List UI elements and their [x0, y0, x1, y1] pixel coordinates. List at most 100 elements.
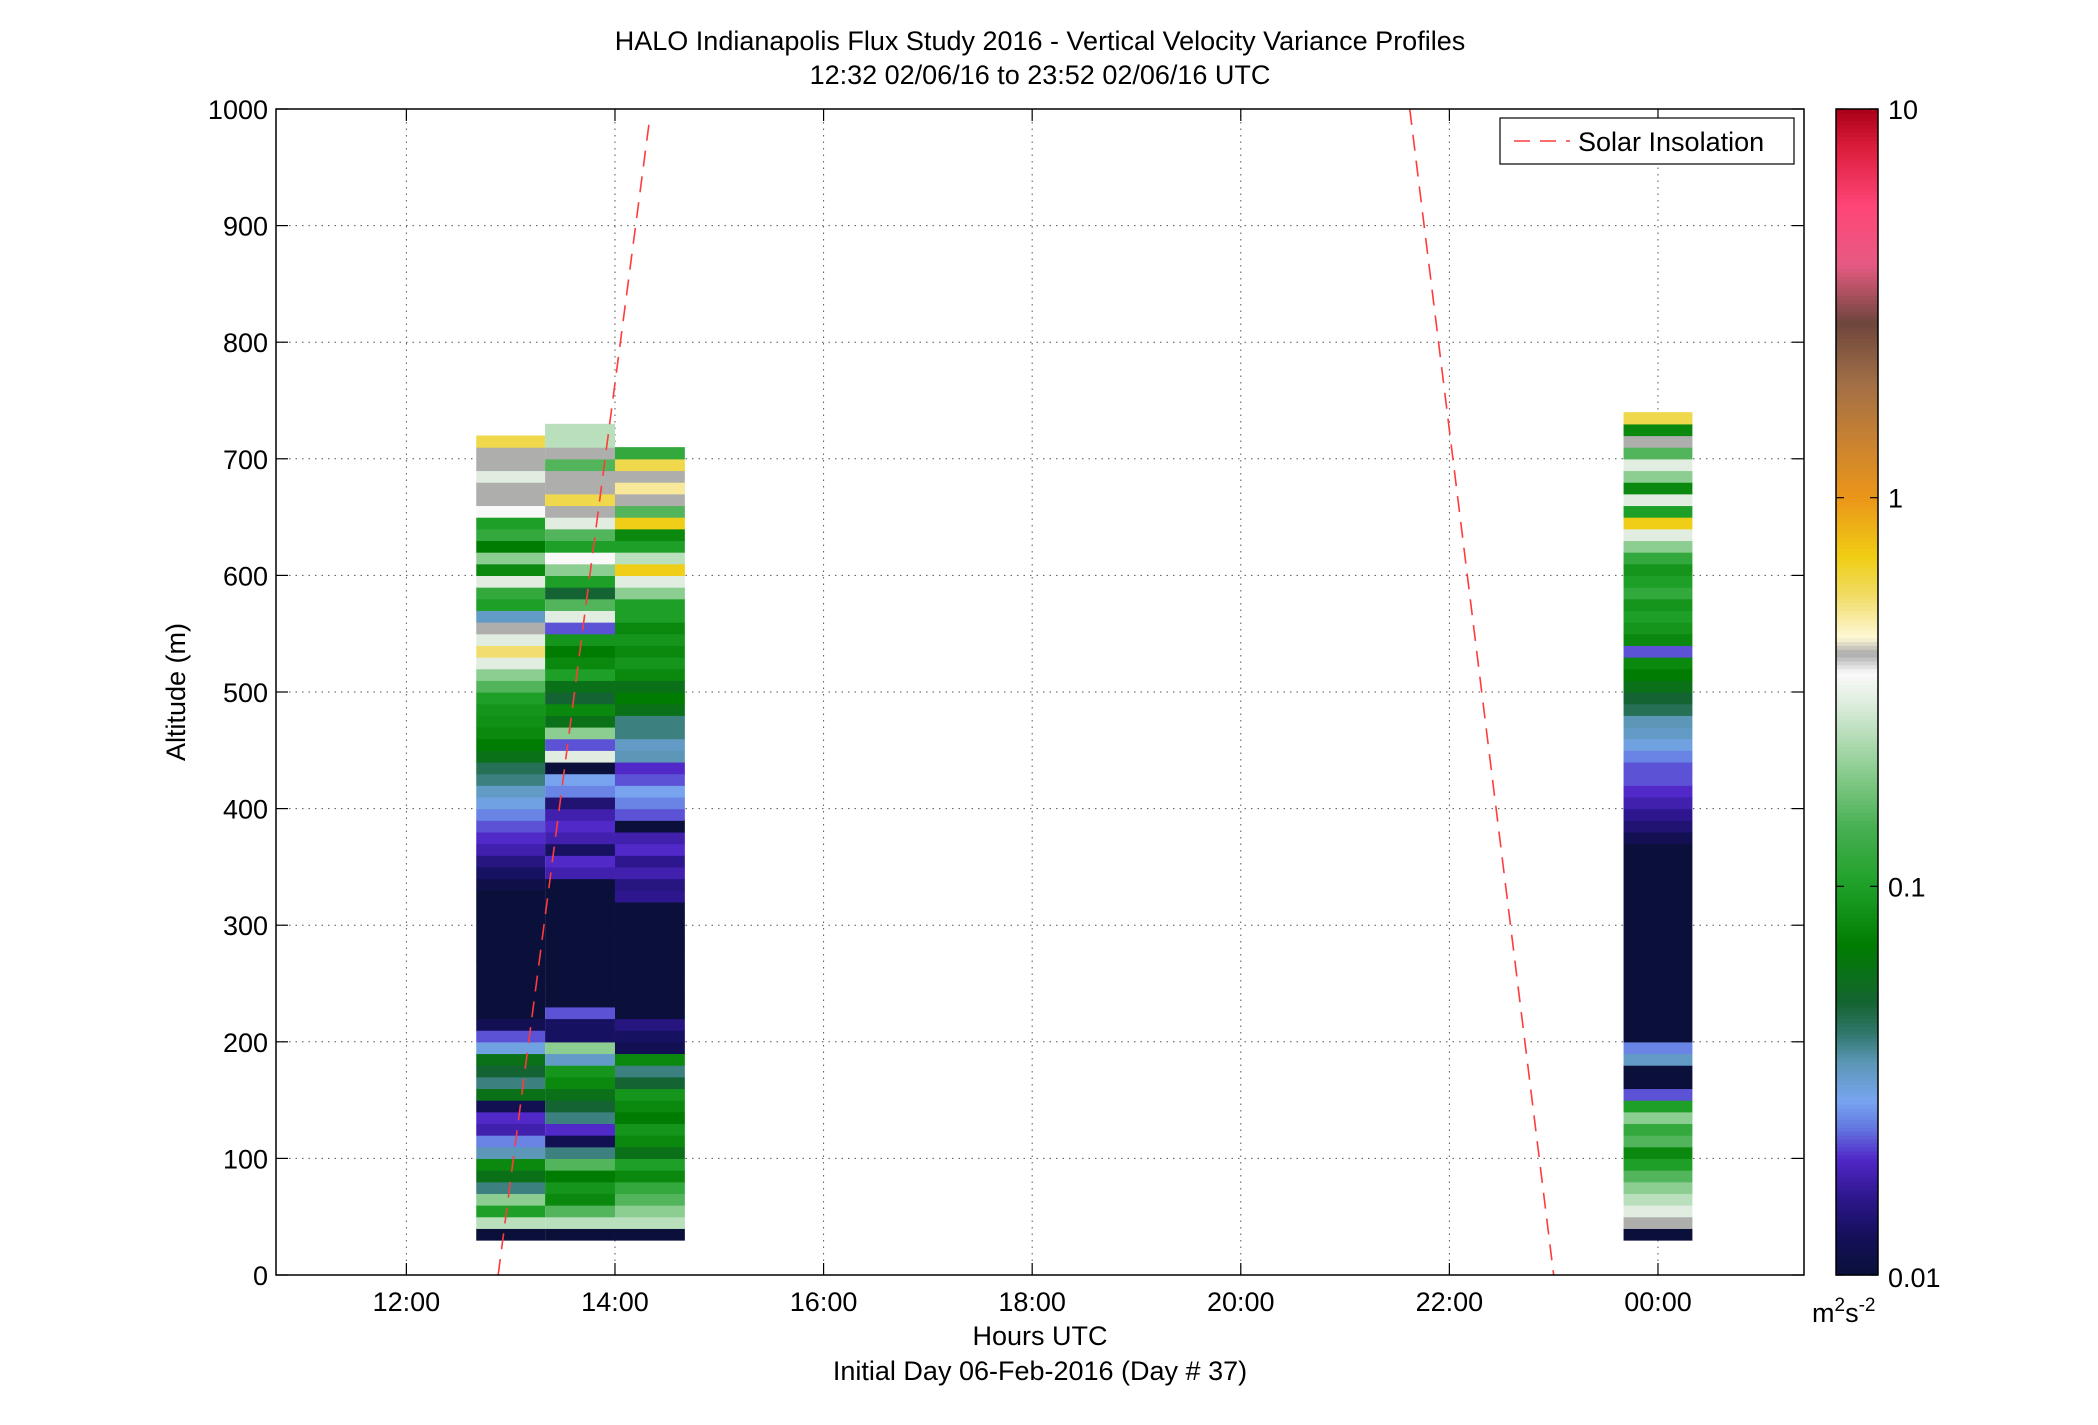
- colorbar-stripe: [1836, 287, 1878, 293]
- colorbar-stripe: [1836, 886, 1878, 891]
- colorbar-stripe: [1836, 178, 1878, 184]
- variance-cell: [614, 657, 685, 670]
- colorbar-stripe: [1836, 314, 1878, 320]
- variance-cell: [614, 1018, 685, 1031]
- variance-cell: [545, 540, 615, 553]
- variance-cell: [614, 785, 685, 798]
- colorbar-stripe: [1836, 1158, 1878, 1163]
- variance-cell: [1623, 692, 1693, 705]
- variance-cell: [1623, 1181, 1693, 1194]
- colorbar-stripe: [1836, 462, 1878, 468]
- variance-cell: [614, 1123, 685, 1136]
- colorbar-stripe: [1836, 1267, 1878, 1272]
- variance-cell: [614, 878, 685, 891]
- variance-cell: [476, 1216, 546, 1229]
- variance-cell: [614, 703, 685, 716]
- variance-cell: [545, 657, 615, 670]
- variance-cell: [476, 692, 546, 705]
- colorbar-stripe: [1836, 855, 1878, 860]
- variance-cell: [545, 1065, 615, 1078]
- colorbar-stripe: [1836, 660, 1878, 666]
- colorbar-stripe: [1836, 346, 1878, 351]
- colorbar-stripe: [1836, 213, 1878, 219]
- variance-cell: [614, 552, 685, 565]
- variance-cell: [545, 1030, 615, 1043]
- variance-cell: [614, 680, 685, 693]
- variance-cell: [545, 913, 615, 926]
- colorbar-stripe: [1836, 349, 1878, 355]
- colorbar-stripe: [1836, 384, 1878, 390]
- colorbar-stripe: [1836, 917, 1878, 922]
- colorbar-stripe: [1836, 944, 1878, 950]
- variance-cell: [1623, 1193, 1693, 1206]
- variance-cell: [476, 657, 546, 670]
- colorbar-stripe: [1836, 252, 1878, 258]
- variance-cell: [476, 528, 546, 542]
- variance-cell: [1623, 505, 1693, 518]
- colorbar-stripe: [1836, 773, 1878, 779]
- colorbar-stripe: [1836, 1045, 1878, 1051]
- variance-cell: [614, 610, 685, 623]
- variance-cell: [1623, 447, 1693, 460]
- variance-cell: [1623, 1135, 1693, 1148]
- variance-cell: [476, 715, 546, 728]
- colorbar-stripe: [1836, 1146, 1878, 1152]
- colorbar-stripe: [1836, 594, 1878, 600]
- variance-cell: [1623, 1228, 1693, 1241]
- colorbar-stripe: [1836, 1170, 1878, 1175]
- variance-cell: [545, 843, 615, 856]
- variance-cell: [545, 1076, 615, 1090]
- colorbar-stripe: [1836, 929, 1878, 934]
- variance-cell: [545, 901, 615, 915]
- colorbar-stripe: [1836, 901, 1878, 907]
- variance-cell: [1623, 925, 1693, 938]
- colorbar-stripe: [1836, 280, 1878, 285]
- colorbar-ticks: 0.01 0.1 1 10: [1836, 95, 1941, 1293]
- colorbar-stripe: [1836, 913, 1878, 919]
- colorbar-stripe: [1836, 839, 1878, 845]
- variance-cell: [476, 1193, 546, 1206]
- colorbar-stripe: [1836, 956, 1878, 961]
- variance-cell: [1623, 412, 1693, 425]
- variance-cell: [545, 575, 615, 588]
- colorbar-stripe: [1836, 692, 1878, 697]
- colorbar-stripe: [1836, 1224, 1878, 1229]
- variance-cell: [614, 458, 685, 472]
- colorbar-stripe: [1836, 793, 1878, 798]
- colorbar-stripe: [1836, 622, 1878, 627]
- variance-cell: [476, 1181, 546, 1194]
- variance-cell: [476, 633, 546, 646]
- colorbar-stripe: [1836, 625, 1878, 631]
- colorbar-stripe: [1836, 653, 1878, 658]
- colorbar-stripe: [1836, 1228, 1878, 1233]
- colorbar-stripe: [1836, 816, 1878, 821]
- colorbar-stripe: [1836, 1053, 1878, 1058]
- variance-cell: [614, 668, 685, 681]
- colorbar-stripe: [1836, 454, 1878, 460]
- colorbar-stripe: [1836, 260, 1878, 266]
- variance-cell: [476, 552, 546, 565]
- colorbar-stripe: [1836, 342, 1878, 347]
- colorbar-stripe: [1836, 1119, 1878, 1125]
- colorbar-stripe: [1836, 466, 1878, 472]
- variance-cell: [476, 1018, 546, 1031]
- variance-cell: [614, 1216, 685, 1229]
- plot-area: [275, 108, 1805, 1276]
- variance-cell: [545, 505, 615, 518]
- colorbar-stripe: [1836, 991, 1878, 996]
- chart-subtitle: 12:32 02/06/16 to 23:52 02/06/16 UTC: [810, 60, 1271, 90]
- variance-cell: [476, 447, 546, 460]
- variance-cell: [545, 1181, 615, 1194]
- colorbar-stripe: [1836, 276, 1878, 281]
- variance-cell: [614, 1053, 685, 1066]
- colorbar-stripe: [1836, 451, 1878, 456]
- colorbar-stripe: [1836, 186, 1878, 192]
- variance-cell: [1623, 1076, 1693, 1090]
- variance-cell: [545, 517, 615, 530]
- colorbar-stripe: [1836, 1162, 1878, 1167]
- colorbar-stripe: [1836, 796, 1878, 802]
- variance-cell: [545, 610, 615, 623]
- variance-cell: [545, 703, 615, 716]
- colorbar-stripe: [1836, 1072, 1878, 1078]
- variance-cell: [614, 831, 685, 845]
